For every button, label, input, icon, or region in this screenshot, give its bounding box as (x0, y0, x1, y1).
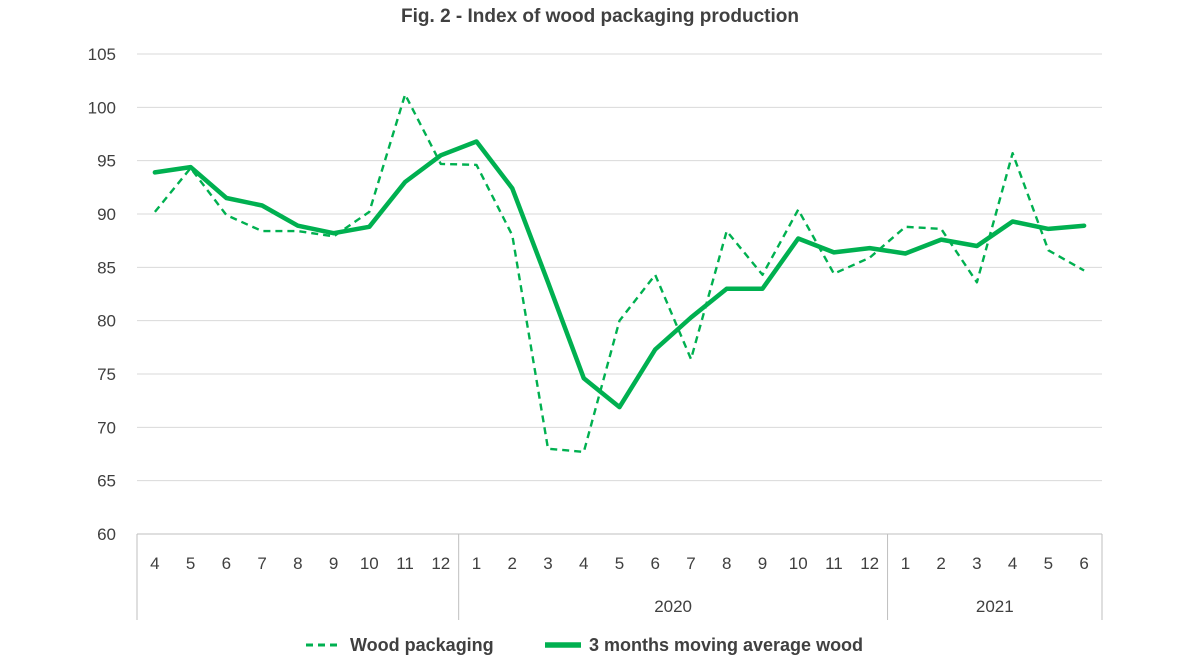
x-tick-label: 10 (789, 554, 808, 573)
x-tick-label: 12 (860, 554, 879, 573)
x-tick-label: 11 (825, 554, 843, 573)
x-tick-label: 5 (186, 554, 195, 573)
y-tick-label: 80 (97, 312, 116, 331)
legend-label-wood-packaging: Wood packaging (350, 635, 494, 655)
series-line-moving-average (152, 139, 1087, 410)
x-tick-label: 1 (472, 554, 481, 573)
x-group-label: 2020 (654, 597, 692, 616)
x-tick-label: 1 (901, 554, 910, 573)
x-tick-label: 5 (615, 554, 624, 573)
x-tick-label: 9 (758, 554, 767, 573)
y-tick-label: 60 (97, 525, 116, 544)
gridlines (137, 53, 1102, 535)
x-tick-label: 4 (1008, 554, 1017, 573)
y-tick-label: 90 (97, 205, 116, 224)
legend-label-moving-average: 3 months moving average wood (589, 635, 863, 655)
x-tick-label: 3 (543, 554, 552, 573)
x-tick-label: 10 (360, 554, 379, 573)
x-tick-label: 8 (293, 554, 302, 573)
x-tick-label: 7 (257, 554, 266, 573)
x-tick-label: 8 (722, 554, 731, 573)
y-tick-label: 70 (97, 418, 116, 437)
x-tick-label: 6 (1079, 554, 1088, 573)
y-tick-label: 75 (97, 365, 116, 384)
x-tick-label: 3 (972, 554, 981, 573)
x-tick-label: 2 (936, 554, 945, 573)
x-tick-label: 11 (396, 554, 414, 573)
y-tick-label: 85 (97, 258, 116, 277)
x-tick-label: 6 (651, 554, 660, 573)
series-lines (152, 93, 1087, 454)
x-tick-label: 9 (329, 554, 338, 573)
legend: Wood packaging 3 months moving average w… (306, 635, 863, 655)
x-tick-label: 4 (579, 554, 588, 573)
x-tick-label: 4 (150, 554, 159, 573)
chart-title: Fig. 2 - Index of wood packaging product… (401, 6, 799, 27)
x-tick-label: 2 (508, 554, 517, 573)
y-axis: 60 65 70 75 80 85 90 95 100 105 (88, 45, 116, 544)
x-tick-label: 6 (222, 554, 231, 573)
y-tick-label: 100 (88, 98, 116, 117)
x-tick-label: 7 (686, 554, 695, 573)
y-tick-label: 105 (88, 45, 116, 64)
x-tick-label: 12 (431, 554, 450, 573)
series-line-wood-packaging (153, 93, 1085, 454)
x-tick-label: 5 (1044, 554, 1053, 573)
y-tick-label: 65 (97, 472, 116, 491)
x-group-label: 2021 (976, 597, 1014, 616)
y-tick-label: 95 (97, 152, 116, 171)
